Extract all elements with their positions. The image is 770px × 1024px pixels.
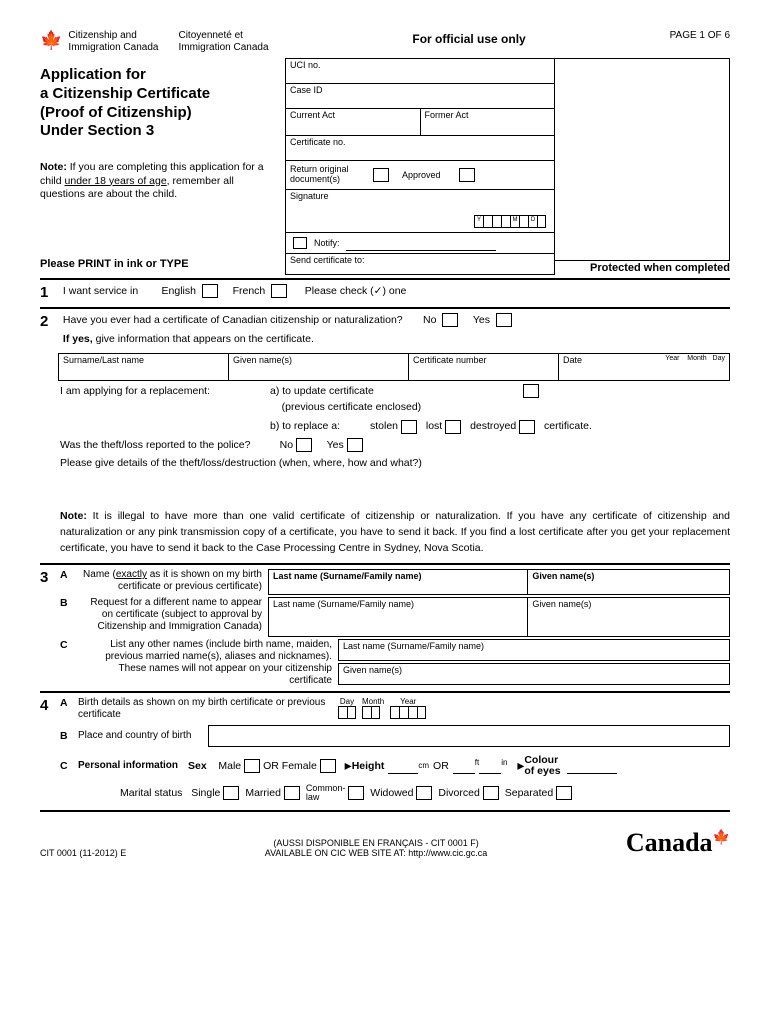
height-ft-field[interactable] [453,758,475,774]
maple-leaf-icon: 🍁 [40,30,62,51]
male-checkbox[interactable] [244,759,260,773]
return-orig-label: Return original document(s) [290,165,370,185]
question-4: 4 A Birth details as shown on my birth c… [40,691,730,812]
birth-year-field[interactable]: Year [390,697,426,719]
uci-label: UCI no. [286,59,554,71]
dept-en-2: Immigration Canada [68,42,158,54]
page-footer: CIT 0001 (11-2012) E (AUSSI DISPONIBLE E… [40,828,730,858]
birth-day-field[interactable]: Day [338,697,356,719]
arrow-icon: ▸ [345,757,352,774]
dept-en-1: Citizenship and [68,30,158,42]
former-act-label: Former Act [421,109,555,135]
q2-cert-fields[interactable]: Surname/Last name Given name(s) Certific… [58,353,730,381]
q3c-given[interactable]: Given name(s) [338,663,730,685]
police-yes-checkbox[interactable] [347,438,363,452]
approved-label: Approved [402,170,441,180]
eye-colour-field[interactable] [567,758,617,774]
q4-number: 4 [40,697,60,714]
birthplace-field[interactable] [208,725,730,747]
q3b-lastname[interactable]: Last name (Surname/Family name) [268,597,528,637]
approved-checkbox[interactable] [459,168,475,182]
q1-number: 1 [40,284,60,301]
current-act-label: Current Act [286,109,421,135]
arrow-icon-2: ▸ [517,757,524,774]
divorced-checkbox[interactable] [483,786,499,800]
q3b-given[interactable]: Given name(s) [528,597,730,637]
certno-label: Certificate no. [286,136,554,148]
q2-yes-checkbox[interactable] [496,313,512,327]
widowed-checkbox[interactable] [416,786,432,800]
send-to-label: Send certificate to: [286,254,554,266]
form-title: Application for a Citizenship Certificat… [40,66,277,141]
married-checkbox[interactable] [284,786,300,800]
signature-label: Signature [290,191,550,201]
notify-checkbox[interactable] [293,237,307,249]
police-no-checkbox[interactable] [296,438,312,452]
official-use-box: UCI no. Case ID Current Act Former Act C… [285,58,555,274]
q3a-lastname[interactable]: Last name (Surname/Family name) [268,569,528,595]
single-checkbox[interactable] [223,786,239,800]
stolen-checkbox[interactable] [401,420,417,434]
page-number: PAGE 1 OF 6 [670,30,730,41]
protected-label: Protected when completed [555,262,730,274]
lost-checkbox[interactable] [445,420,461,434]
question-1: 1 I want service in English French Pleas… [40,278,730,307]
update-cert-checkbox[interactable] [523,384,539,398]
notify-field[interactable] [346,235,496,251]
q3c-lastname[interactable]: Last name (Surname/Family name) [338,639,730,661]
french-checkbox[interactable] [271,284,287,298]
birth-month-field[interactable]: Month [362,697,384,719]
page-header: 🍁 Citizenship and Immigration Canada Cit… [40,30,730,54]
dept-fr-2: Immigration Canada [178,42,268,54]
q3a-given[interactable]: Given name(s) [528,569,730,595]
q3-number: 3 [40,569,60,595]
act-row: Current Act Former Act [285,108,555,136]
question-3: 3 A Name (exactly as it is shown on my b… [40,563,730,691]
form-number: CIT 0001 (11-2012) E [40,848,126,858]
height-cm-field[interactable] [388,758,418,774]
separated-checkbox[interactable] [556,786,572,800]
english-checkbox[interactable] [202,284,218,298]
signature-date[interactable]: Y M D [474,215,546,228]
q2-no-checkbox[interactable] [442,313,458,327]
notify-label: Notify: [314,238,340,248]
height-in-field[interactable] [479,758,501,774]
question-2: 2 Have you ever had a certificate of Can… [40,307,730,564]
q2-number: 2 [40,313,60,330]
commonlaw-checkbox[interactable] [348,786,364,800]
return-orig-checkbox[interactable] [373,168,389,182]
canada-wordmark: Canada🍁 [626,828,730,858]
official-use-heading: For official use only [269,30,670,46]
female-checkbox[interactable] [320,759,336,773]
caseid-label: Case ID [286,84,554,96]
destroyed-checkbox[interactable] [519,420,535,434]
print-instruction: Please PRINT in ink or TYPE [40,258,277,270]
department-name: Citizenship and Immigration Canada Citoy… [68,30,268,54]
top-note: Note: If you are completing this applica… [40,161,277,202]
dept-fr-1: Citoyenneté et [178,30,268,42]
